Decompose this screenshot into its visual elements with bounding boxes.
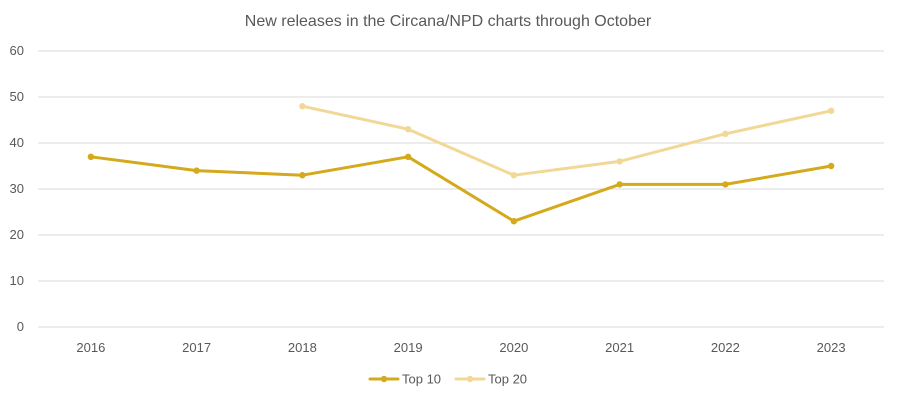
- data-point: [193, 167, 200, 174]
- chart-title: New releases in the Circana/NPD charts t…: [245, 13, 652, 30]
- data-point: [616, 158, 623, 165]
- data-point: [404, 153, 412, 160]
- data-point: [616, 181, 623, 188]
- data-point: [404, 126, 412, 133]
- data-point: [87, 153, 95, 160]
- x-tick-label: 2016: [76, 340, 105, 355]
- x-tick-label: 2017: [182, 340, 211, 355]
- data-point: [722, 130, 729, 137]
- y-tick-label: 40: [10, 135, 24, 150]
- y-tick-label: 10: [10, 273, 24, 288]
- data-point: [299, 172, 306, 179]
- y-tick-label: 50: [10, 89, 24, 104]
- y-tick-label: 20: [10, 227, 24, 242]
- data-point: [510, 218, 518, 225]
- legend-label: Top 10: [402, 372, 441, 387]
- y-axis-ticks: 0 10 20 30 40 50 60: [10, 43, 24, 334]
- x-tick-label: 2022: [711, 340, 740, 355]
- data-point: [722, 181, 729, 188]
- x-axis-ticks: 2016 2017 2018 2019 2020 2021 2022 2023: [76, 340, 845, 355]
- x-tick-label: 2021: [605, 340, 634, 355]
- x-tick-label: 2020: [499, 340, 528, 355]
- legend-marker: [380, 375, 388, 383]
- gridlines: [38, 50, 884, 328]
- x-tick-label: 2018: [288, 340, 317, 355]
- data-point: [827, 107, 835, 115]
- x-tick-label: 2023: [817, 340, 846, 355]
- x-tick-label: 2019: [394, 340, 423, 355]
- y-tick-label: 30: [10, 181, 24, 196]
- series-line: [300, 104, 833, 177]
- series-lines: [87, 103, 835, 225]
- legend-label: Top 20: [488, 372, 527, 387]
- legend-marker: [466, 375, 474, 383]
- y-tick-label: 0: [17, 319, 24, 334]
- data-point: [510, 172, 518, 179]
- data-point: [299, 103, 306, 110]
- data-point: [827, 162, 835, 170]
- series-line: [89, 155, 833, 223]
- y-tick-label: 60: [10, 43, 24, 58]
- legend: Top 10 Top 20: [368, 372, 527, 387]
